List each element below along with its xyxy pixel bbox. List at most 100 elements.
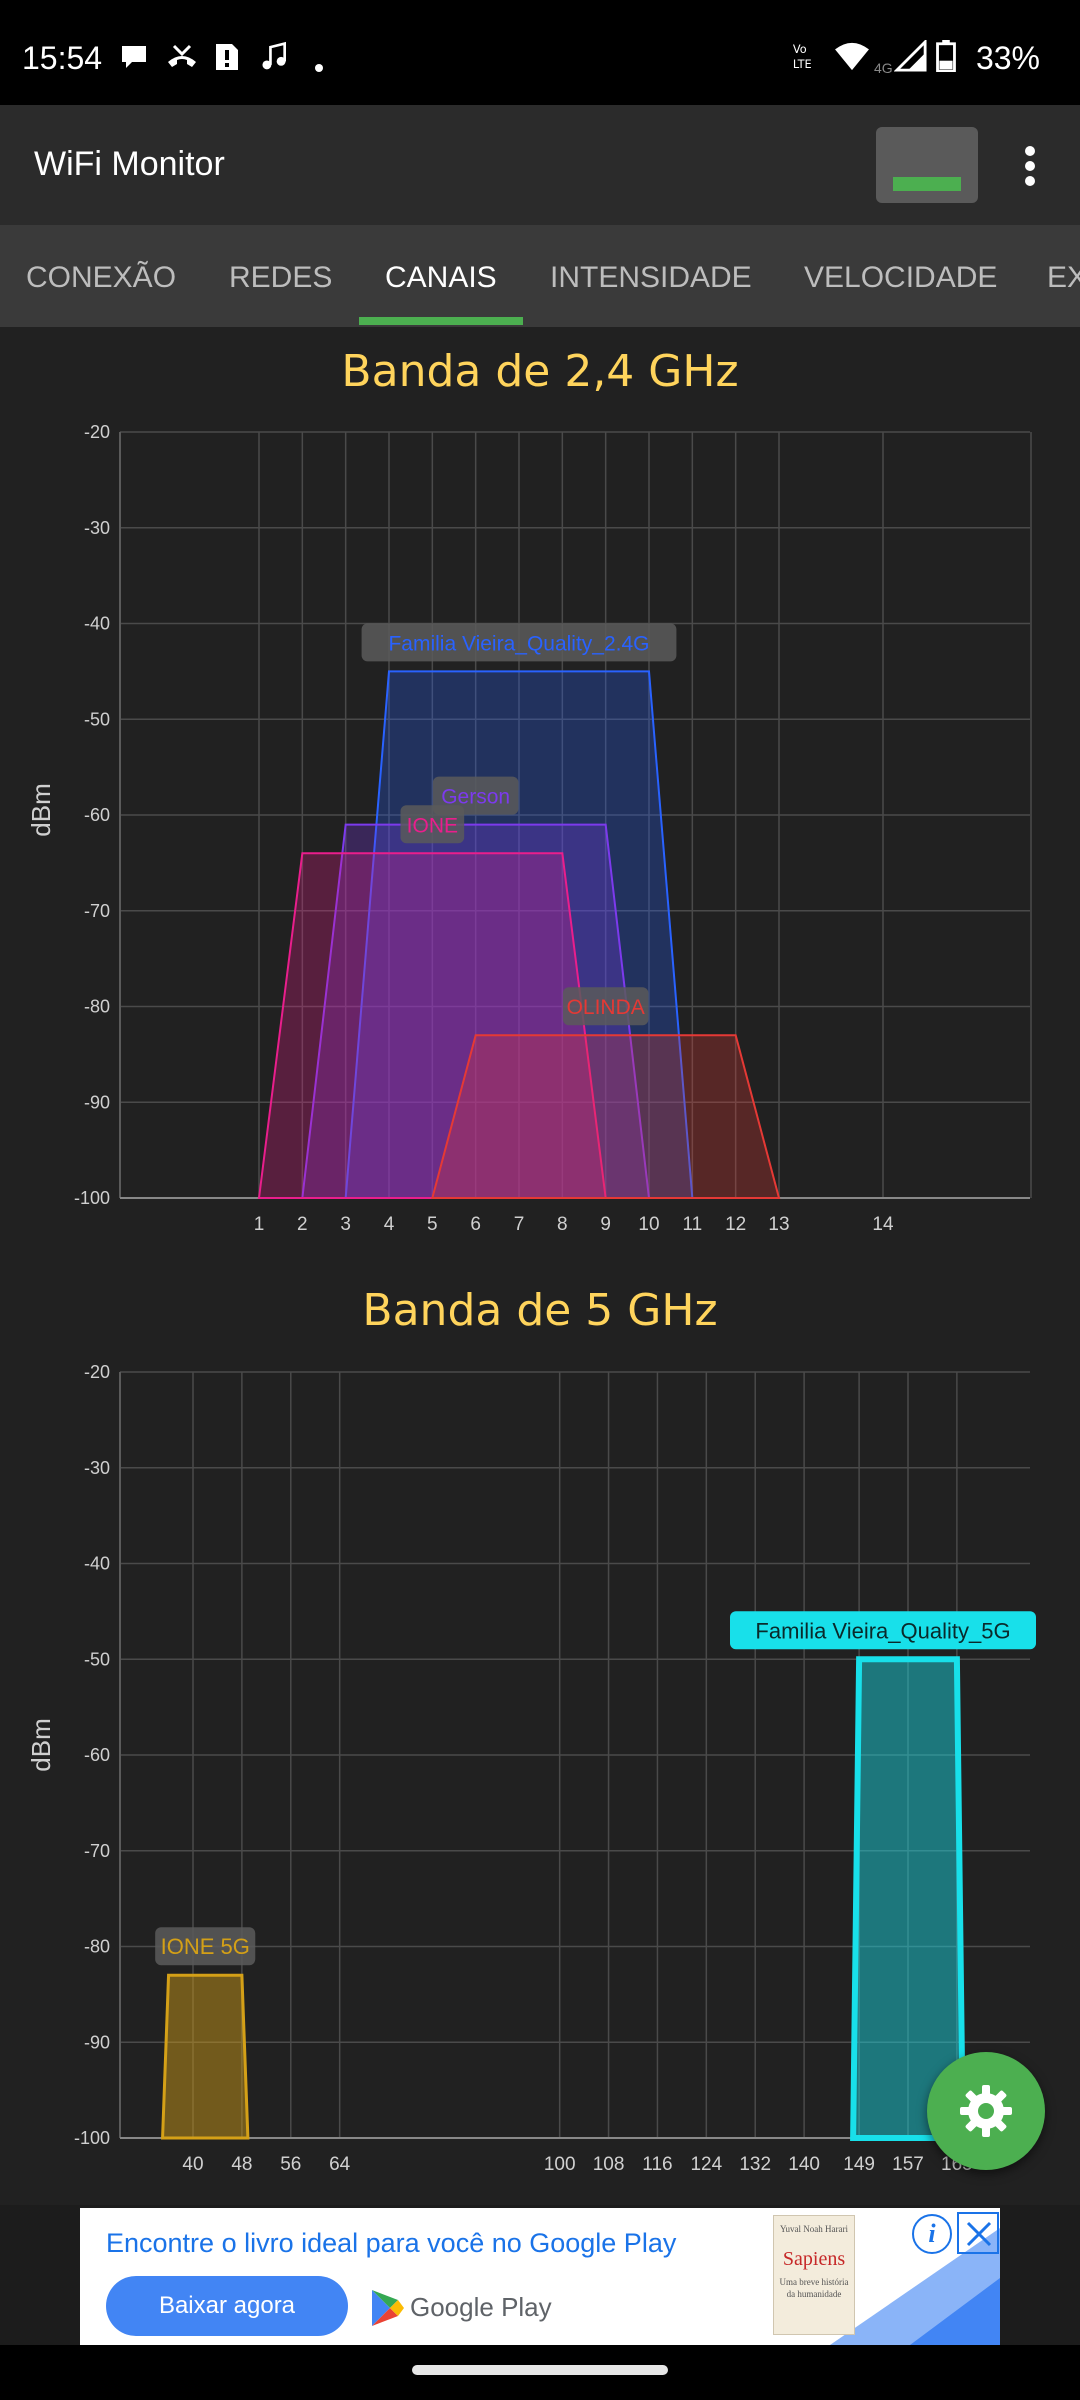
sim-alert-icon: [216, 44, 238, 70]
ad-book-subtitle: Uma breve história da humanidade: [779, 2277, 849, 2299]
navigation-bar: [0, 2345, 1080, 2400]
signal-icon: [894, 40, 927, 72]
y-tick-label: -60: [84, 805, 110, 825]
status-bar: 15:54 Vo LTE 4G 33%: [0, 0, 1080, 105]
missed-call-icon: [168, 44, 196, 67]
y-tick-label: -30: [84, 518, 110, 538]
tab-extra[interactable]: EX: [1047, 261, 1080, 294]
ad-book-cover: Yuval Noah Harari Sapiens Uma breve hist…: [773, 2215, 855, 2335]
google-play-icon: [372, 2290, 404, 2326]
x-tick-label: 9: [600, 1214, 611, 1235]
battery-icon: [936, 40, 956, 72]
status-time: 15:54: [22, 40, 103, 76]
y-tick-label: -90: [84, 2032, 110, 2052]
x-tick-label: 7: [514, 1214, 525, 1235]
y-axis-label: dBm: [26, 783, 56, 836]
x-tick-label: 124: [690, 2154, 722, 2175]
series-label: Gerson: [441, 786, 510, 809]
chart-title-5ghz: Banda de 5 GHz: [362, 1285, 718, 1336]
tab-bar: CONEXÃO REDES CANAIS INTENSIDADE VELOCID…: [0, 225, 1080, 327]
series-label-badge: [562, 987, 649, 1026]
tab-canais[interactable]: CANAIS: [385, 261, 497, 294]
ad-container: Encontre o livro ideal para você no Goog…: [0, 2205, 1080, 2345]
svg-text:LTE: LTE: [793, 58, 812, 71]
y-tick-label: -70: [84, 901, 110, 921]
ad-decoration: [830, 2228, 1000, 2345]
x-tick-label: 157: [892, 2154, 924, 2175]
tab-indicator: [359, 317, 523, 325]
x-tick-label: 140: [788, 2154, 820, 2175]
ad-headline: Encontre o livro ideal para você no Goog…: [106, 2228, 677, 2258]
y-tick-label: -70: [84, 1841, 110, 1861]
series-label: IONE: [407, 814, 458, 837]
x-tick-label: 5: [427, 1214, 438, 1235]
x-tick-label: 12: [725, 1214, 746, 1235]
y-tick-label: -40: [84, 1554, 110, 1574]
settings-fab[interactable]: [927, 2052, 1045, 2170]
wifi-icon: [835, 42, 869, 71]
signal-meter-icon[interactable]: [876, 127, 978, 203]
x-tick-label: 14: [872, 1214, 894, 1235]
x-tick-label: 108: [593, 2154, 625, 2175]
ad-store-name: Google Play: [410, 2292, 552, 2322]
x-tick-label: 149: [843, 2154, 875, 2175]
x-tick-label: 8: [557, 1214, 568, 1235]
x-tick-label: 13: [768, 1214, 789, 1235]
info-icon[interactable]: i: [912, 2214, 952, 2254]
y-axis-label: dBm: [26, 1718, 56, 1771]
more-vertical-icon[interactable]: [1014, 145, 1046, 189]
y-tick-label: -30: [84, 1458, 110, 1478]
tab-velocidade[interactable]: VELOCIDADE: [804, 261, 998, 294]
chart-title-24ghz: Banda de 2,4 GHz: [341, 346, 739, 397]
x-tick-label: 132: [739, 2154, 771, 2175]
series-label: Familia Vieira_Quality_2.4G: [388, 632, 649, 655]
x-tick-label: 1: [254, 1214, 265, 1235]
series-label: OLINDA: [567, 996, 645, 1019]
series-area: [850, 1656, 966, 2141]
y-tick-label: -50: [84, 709, 110, 729]
battery-level: 33%: [975, 40, 1040, 76]
settings-gear-icon: [960, 2085, 1012, 2137]
tab-intensidade[interactable]: INTENSIDADE: [550, 261, 752, 294]
y-tick-label: -20: [84, 1362, 110, 1382]
series-area: [160, 1973, 250, 2140]
ad-book-author: Yuval Noah Harari: [780, 2224, 848, 2234]
x-tick-label: 10: [638, 1214, 659, 1235]
app-title: WiFi Monitor: [34, 145, 225, 183]
y-tick-label: -40: [84, 614, 110, 634]
app-bar: WiFi Monitor: [0, 105, 1080, 225]
y-tick-label: -100: [74, 1188, 110, 1208]
volte-icon: Vo LTE: [793, 43, 812, 71]
dot-icon: [315, 64, 323, 72]
series-label-badge: [730, 1611, 1036, 1650]
ad-book-title: Sapiens: [782, 2248, 846, 2270]
chat-bubble-icon: [122, 46, 146, 68]
series-label-badge: [361, 623, 677, 662]
y-tick-label: -50: [84, 1649, 110, 1669]
network-type: 4G: [874, 60, 893, 76]
x-tick-label: 64: [329, 2154, 351, 2175]
ad-install-button[interactable]: Baixar agora: [106, 2276, 348, 2336]
x-tick-label: 56: [280, 2154, 301, 2175]
music-note-icon: [262, 41, 286, 70]
signal-meter-fill: [893, 177, 961, 191]
y-tick-label: -20: [84, 422, 110, 442]
svg-text:Vo: Vo: [793, 43, 807, 56]
y-tick-label: -80: [84, 997, 110, 1017]
x-tick-label: 3: [340, 1214, 351, 1235]
series-label-badge: [155, 1927, 256, 1966]
x-tick-label: 116: [642, 2154, 672, 2175]
close-icon[interactable]: [957, 2212, 999, 2254]
x-tick-label: 4: [384, 1214, 395, 1235]
ad-banner[interactable]: Encontre o livro ideal para você no Goog…: [80, 2208, 1000, 2345]
y-tick-label: -100: [74, 2128, 110, 2148]
y-tick-label: -60: [84, 1745, 110, 1765]
x-tick-label: 100: [544, 2154, 576, 2175]
chart-5ghz: -20 -30 -40 -50 -60 -70 -80 -90 -100 40 48 56 64 100 1…: [26, 1362, 1036, 2175]
series-label: Familia Vieira_Quality_5G: [755, 1618, 1010, 1643]
home-gesture-pill[interactable]: [412, 2365, 668, 2375]
x-tick-label: 6: [470, 1214, 481, 1235]
tab-redes[interactable]: REDES: [229, 261, 333, 294]
tab-conexao[interactable]: CONEXÃO: [26, 261, 177, 294]
